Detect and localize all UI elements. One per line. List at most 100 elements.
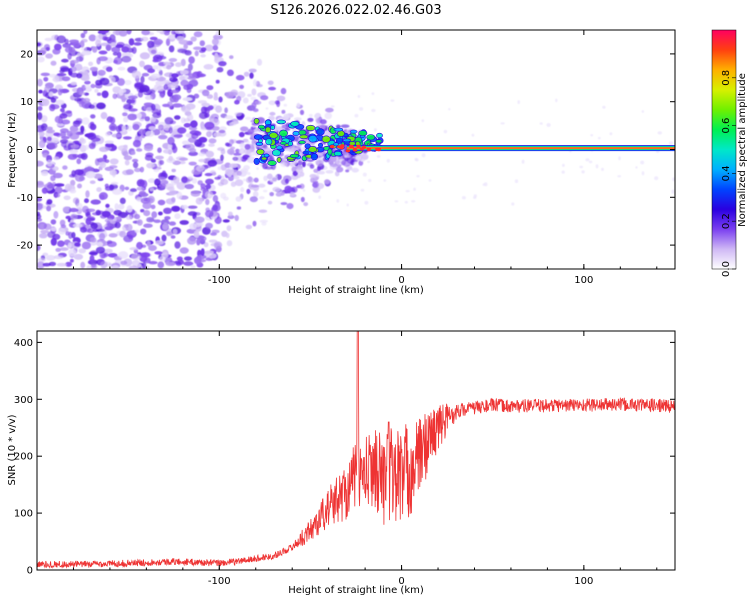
spectrogram-cell <box>233 152 242 156</box>
spectrogram-cell <box>39 223 45 230</box>
spectrogram-cell <box>144 116 151 122</box>
spectrogram-cell <box>313 168 319 173</box>
spectrogram-cell <box>131 70 142 79</box>
spectrogram-cell <box>294 117 302 121</box>
colorbar-frame <box>711 29 737 270</box>
spectrogram-cell <box>114 203 119 211</box>
spectrogram-cell <box>74 169 84 176</box>
spectrogram-cell <box>108 123 117 132</box>
spectrogram-cell <box>122 151 129 157</box>
spectrogram-cell <box>141 72 150 77</box>
spectrogram-cell <box>42 252 49 257</box>
spectrogram-cell <box>37 56 45 63</box>
spectrogram-cell <box>289 191 295 197</box>
spectrogram-cell <box>119 197 126 205</box>
spectrogram-cell <box>191 178 198 184</box>
spectrogram-cell <box>95 209 101 216</box>
spectrogram-cell <box>45 53 53 59</box>
spectrogram-cell <box>215 105 223 113</box>
spectrogram-cell <box>162 149 173 154</box>
spectrogram-cell <box>239 84 245 89</box>
spectrogram-cell <box>90 83 96 89</box>
spectrogram-cell <box>85 218 92 225</box>
spectrogram-cell <box>124 159 130 166</box>
spectrogram-cell <box>247 93 252 97</box>
spectrogram-cell <box>69 39 79 44</box>
x-tick-label: 0 <box>398 275 404 286</box>
carrier-hotspot <box>352 148 358 152</box>
spectrogram-cell <box>116 216 122 220</box>
spectrogram-cell <box>190 190 201 197</box>
spectrogram-cell <box>202 227 211 235</box>
spectrogram-cell <box>299 134 309 140</box>
spectrogram-cell <box>80 32 86 39</box>
spectrogram-cell <box>257 124 265 130</box>
spectrogram-cell <box>147 68 156 74</box>
spectrogram-cell <box>40 123 48 131</box>
spectrogram-cell <box>473 194 477 198</box>
spectrogram-cell <box>235 74 245 81</box>
spectrogram-cell <box>125 215 133 220</box>
spectrogram-cell <box>100 261 108 269</box>
spectrogram-cell <box>180 106 191 113</box>
spectrogram-cell <box>325 170 334 174</box>
spectrogram-cell <box>184 183 194 190</box>
spectrogram-cell <box>56 123 65 127</box>
spectrogram-cell <box>99 30 110 34</box>
spectrogram-cell <box>137 90 144 98</box>
spectrogram-cell <box>53 255 64 260</box>
spectrogram-cell <box>126 205 133 213</box>
spectrogram-cell <box>127 95 138 100</box>
colorbar-tick-label: 0.4 <box>721 165 732 181</box>
spectrogram-cell <box>208 239 218 243</box>
spectrogram-cell <box>253 177 259 183</box>
spectrogram-cell <box>168 155 173 162</box>
spectrogram-cell <box>148 245 157 251</box>
spectrogram-cell <box>59 219 66 226</box>
spectrogram-cell <box>354 113 359 118</box>
spectrogram-cell <box>371 92 375 95</box>
spectrogram-cell <box>339 158 343 162</box>
spectrogram-cell <box>216 67 224 73</box>
spectrogram-cell <box>183 118 191 123</box>
spectrogram-cell <box>37 197 43 202</box>
spectrogram-cell <box>172 94 179 103</box>
spectrogram-cell <box>275 192 283 197</box>
spectrogram-cell <box>314 114 320 119</box>
spectrogram-cell <box>220 192 227 199</box>
spectrogram-cell <box>298 140 306 145</box>
spectrogram-cell <box>110 220 116 224</box>
spectrogram-cell <box>59 113 68 119</box>
spectrogram-cell <box>261 156 268 161</box>
spectrogram-cell <box>265 138 273 146</box>
spectrogram-cell <box>179 247 189 254</box>
spectrogram-cell <box>83 30 88 35</box>
spectrogram-cell <box>146 162 155 169</box>
spectrogram-cell <box>121 46 130 53</box>
spectrogram-cell <box>206 94 214 99</box>
spectrogram-cell <box>167 101 173 109</box>
spectrogram-cell <box>251 88 257 96</box>
spectrogram-cell <box>272 186 281 192</box>
spectrogram-cell <box>121 98 126 103</box>
spectrogram-cell <box>143 223 153 228</box>
spectrogram-cell <box>154 251 163 255</box>
spectrogram-cell <box>113 59 118 64</box>
spectrogram-cell <box>85 190 90 198</box>
spectrogram-cell <box>298 129 307 136</box>
spectrogram-cell <box>376 132 383 139</box>
spectrogram-cell <box>595 164 599 169</box>
spectrogram-cell <box>263 153 270 158</box>
spectrogram-cell <box>276 145 283 150</box>
spectrogram-cell <box>230 181 237 187</box>
spectrogram-cell <box>461 196 466 200</box>
x-tick-label: 0 <box>398 576 404 587</box>
spectrogram-cell <box>129 188 137 193</box>
spectrogram-cell <box>168 83 179 89</box>
spectrogram-cell <box>171 145 178 154</box>
snr-background <box>37 331 675 570</box>
spectrogram-cell <box>148 261 158 265</box>
spectrogram-cell <box>147 178 156 184</box>
spectrogram-cell <box>131 151 136 155</box>
spectrogram-cell <box>347 166 353 171</box>
